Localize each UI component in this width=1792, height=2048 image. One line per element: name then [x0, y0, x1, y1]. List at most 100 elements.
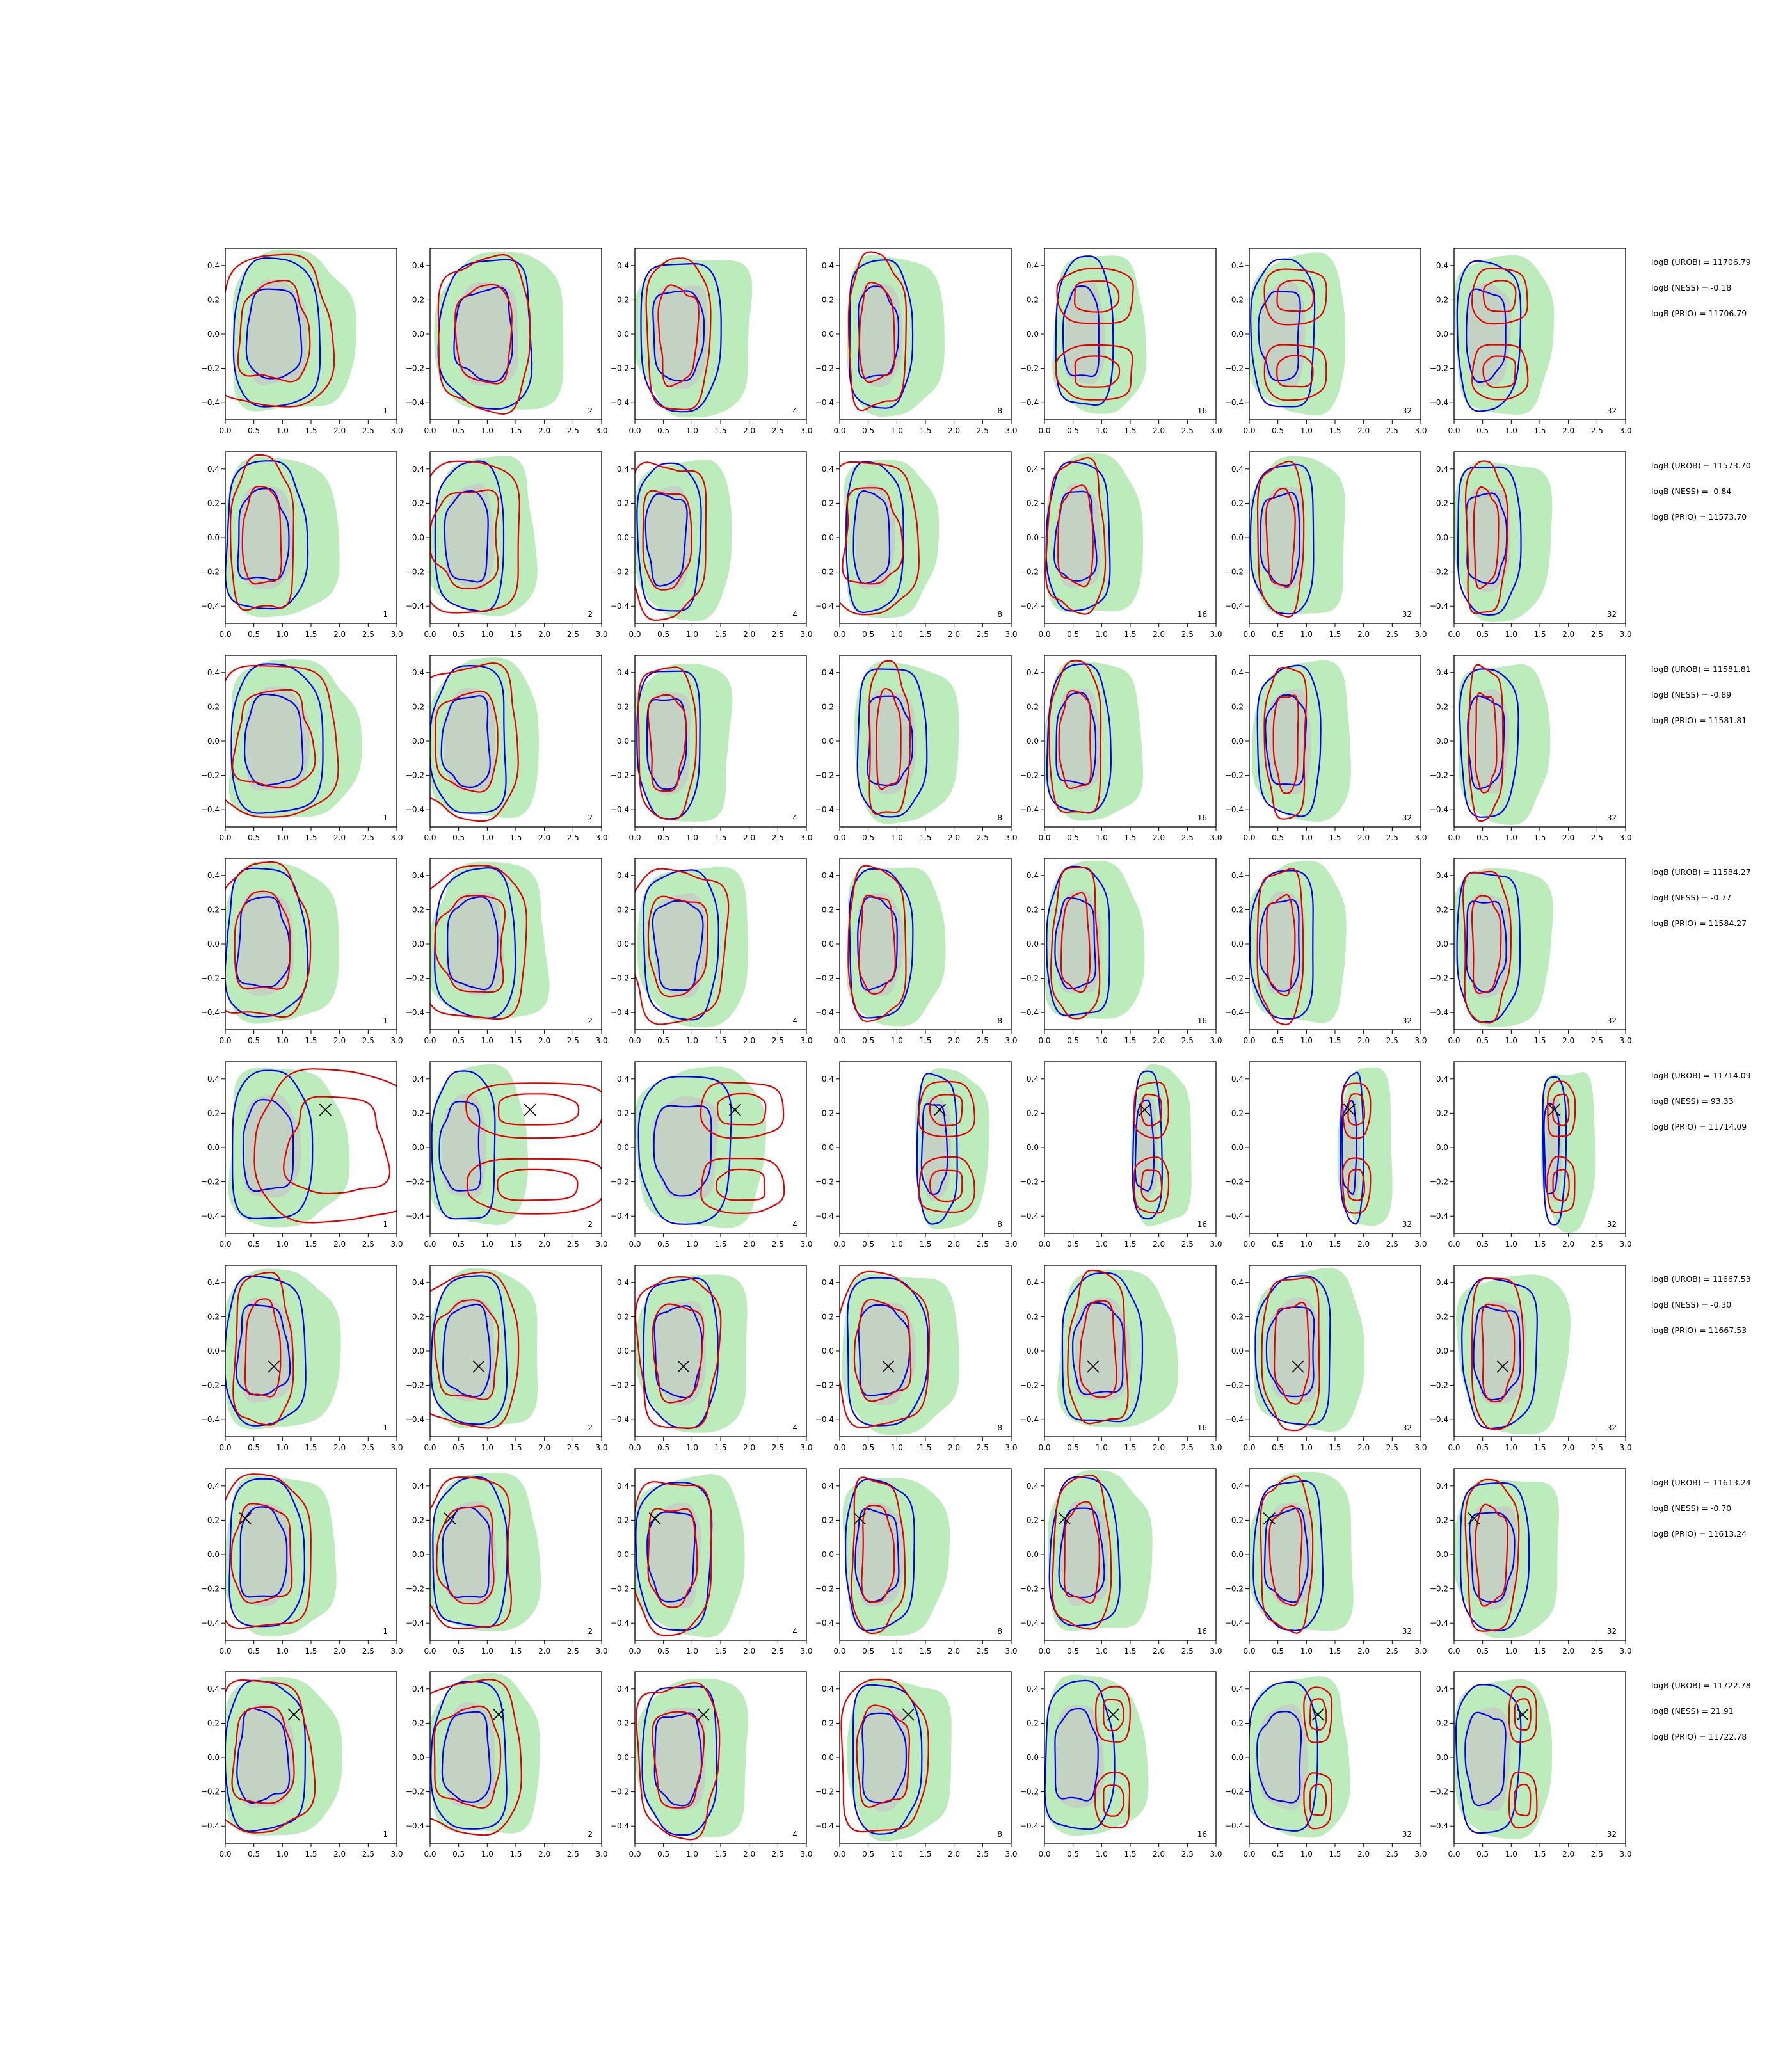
y-tick-label: 0.2 — [617, 1516, 629, 1524]
y-tick-label: 0.2 — [617, 1312, 629, 1321]
x-tick-label: 3.0 — [1619, 1850, 1631, 1859]
x-tick-label: 0.5 — [452, 833, 465, 842]
y-tick-label: −0.2 — [611, 568, 629, 577]
x-tick-label: 3.0 — [390, 630, 403, 639]
x-marker — [648, 1512, 661, 1525]
y-tick-label: 0.4 — [617, 261, 629, 270]
x-tick-label: 0.5 — [1272, 1647, 1284, 1656]
x-marker — [268, 1360, 280, 1373]
subplot-label: 32 — [1607, 1423, 1617, 1432]
x-tick-label: 2.5 — [1386, 1647, 1398, 1656]
x-tick-label: 2.0 — [538, 1036, 550, 1045]
subplot: 0.0 0.5 1.0 1.5 2.0 2.5 3.0 0.4 0.2 0.0 −0.2 −0.4 4 — [611, 1671, 813, 1859]
x-tick-label: 0.0 — [1448, 1036, 1460, 1045]
y-tick-label: −0.4 — [611, 1619, 629, 1628]
red-contour-inner — [1266, 893, 1296, 997]
gray-density-region — [1267, 688, 1311, 794]
x-tick-label: 1.0 — [891, 1240, 903, 1249]
x-tick-label: 1.0 — [891, 426, 903, 435]
subplot: 0.0 0.5 1.0 1.5 2.0 2.5 3.0 0.4 0.2 0.0 −0.2 −0.4 2 — [406, 451, 608, 639]
logb-annotation: logB (PRIO) = 11722.78 — [1651, 1732, 1747, 1741]
gray-density-region — [446, 892, 504, 996]
x-tick-label: 2.0 — [743, 426, 755, 435]
y-tick-label: 0.0 — [1231, 1347, 1244, 1356]
y-tick-label: 0.4 — [822, 1482, 834, 1491]
y-tick-label: 0.2 — [1231, 1312, 1244, 1321]
y-tick-label: 0.0 — [412, 1143, 424, 1152]
y-tick-label: 0.0 — [412, 330, 424, 339]
red-contour-lobe-inner — [1347, 1093, 1365, 1126]
x-tick-label: 0.0 — [833, 833, 845, 842]
y-tick-label: −0.4 — [406, 1415, 424, 1424]
y-tick-label: 0.2 — [822, 1312, 834, 1321]
red-contour-lobe-inner — [1074, 355, 1121, 388]
x-tick-label: 1.5 — [509, 1850, 522, 1859]
y-tick-label: −0.2 — [815, 1788, 834, 1796]
red-contour-lobe-inner — [497, 1168, 579, 1201]
subplot: 0.0 0.5 1.0 1.5 2.0 2.5 3.0 0.4 0.2 0.0 −0.2 −0.4 32 — [1225, 451, 1427, 639]
y-tick-label: −0.2 — [1020, 364, 1039, 373]
blue-contour-outer — [1252, 1480, 1324, 1631]
x-tick-label: 0.5 — [1476, 833, 1489, 842]
x-tick-label: 1.5 — [714, 833, 726, 842]
x-tick-label: 1.5 — [1329, 833, 1341, 842]
red-contour-inner — [1273, 1301, 1310, 1405]
y-tick-label: 0.4 — [617, 1684, 629, 1693]
blue-contour-outer — [430, 664, 507, 814]
y-tick-label: −0.4 — [1225, 1415, 1244, 1424]
x-tick-label: 3.0 — [1005, 1240, 1017, 1249]
x-tick-label: 3.0 — [800, 426, 812, 435]
x-tick-label: 1.5 — [1124, 426, 1136, 435]
y-tick-label: 0.2 — [1436, 1108, 1448, 1117]
blue-contour-outer — [1046, 865, 1110, 1017]
blue-contour-outer — [431, 1070, 496, 1220]
x-tick-label: 2.0 — [538, 833, 550, 842]
y-tick-label: −0.2 — [1430, 1585, 1448, 1594]
x-tick-label: 1.5 — [1329, 1647, 1341, 1656]
x-tick-label: 2.5 — [567, 1240, 579, 1249]
x-tick-label: 0.5 — [1067, 1036, 1079, 1045]
red-contour-inner — [454, 284, 513, 385]
x-marker — [1292, 1360, 1304, 1373]
x-tick-label: 0.5 — [1476, 426, 1489, 435]
red-contour-lobe-inner — [929, 1094, 963, 1126]
x-tick-label: 1.5 — [919, 630, 931, 639]
red-contour-lobe — [918, 1156, 975, 1213]
y-tick-label: 0.4 — [412, 668, 424, 677]
y-tick-label: 0.2 — [617, 499, 629, 508]
y-tick-label: −0.4 — [1020, 602, 1039, 611]
x-tick-label: 2.0 — [743, 630, 755, 639]
x-marker — [882, 1360, 895, 1373]
y-tick-label: 0.4 — [1436, 465, 1448, 474]
blue-contour-inner — [1058, 1507, 1105, 1599]
y-tick-label: 0.2 — [207, 1718, 220, 1727]
subplot-label: 4 — [792, 1627, 797, 1636]
y-tick-label: 0.0 — [412, 737, 424, 746]
red-contour-lobe — [465, 1082, 602, 1139]
y-tick-label: 0.0 — [822, 1143, 834, 1152]
x-tick-label: 1.0 — [481, 1647, 493, 1656]
y-tick-label: −0.4 — [611, 1415, 629, 1424]
y-tick-label: 0.0 — [822, 533, 834, 542]
blue-contour-outer — [1249, 463, 1315, 615]
y-tick-label: −0.2 — [406, 1381, 424, 1390]
x-tick-label: 2.5 — [1181, 1647, 1194, 1656]
red-contour-outer — [1067, 1269, 1129, 1425]
gray-density-region — [653, 1708, 706, 1811]
red-contour-outer — [1052, 1475, 1112, 1630]
x-tick-label: 0.0 — [628, 1036, 641, 1045]
x-tick-label: 3.0 — [595, 833, 607, 842]
x-tick-label: 3.0 — [595, 1850, 607, 1859]
red-contour-inner — [856, 1704, 911, 1808]
logb-annotation: logB (PRIO) = 11613.24 — [1651, 1529, 1747, 1539]
red-contour-lobe-inner — [1552, 1169, 1570, 1202]
y-tick-label: 0.0 — [1231, 737, 1244, 746]
x-tick-label: 1.5 — [305, 630, 317, 639]
y-tick-label: 0.0 — [1436, 533, 1448, 542]
y-tick-label: −0.2 — [406, 771, 424, 780]
x-tick-label: 1.5 — [509, 1036, 522, 1045]
x-tick-label: 2.0 — [333, 1647, 346, 1656]
subplot: 0.0 0.5 1.0 1.5 2.0 2.5 3.0 0.4 0.2 0.0 −0.2 −0.4 4 — [611, 248, 813, 435]
x-tick-label: 0.0 — [219, 833, 231, 842]
x-tick-label: 1.0 — [1096, 1443, 1108, 1452]
